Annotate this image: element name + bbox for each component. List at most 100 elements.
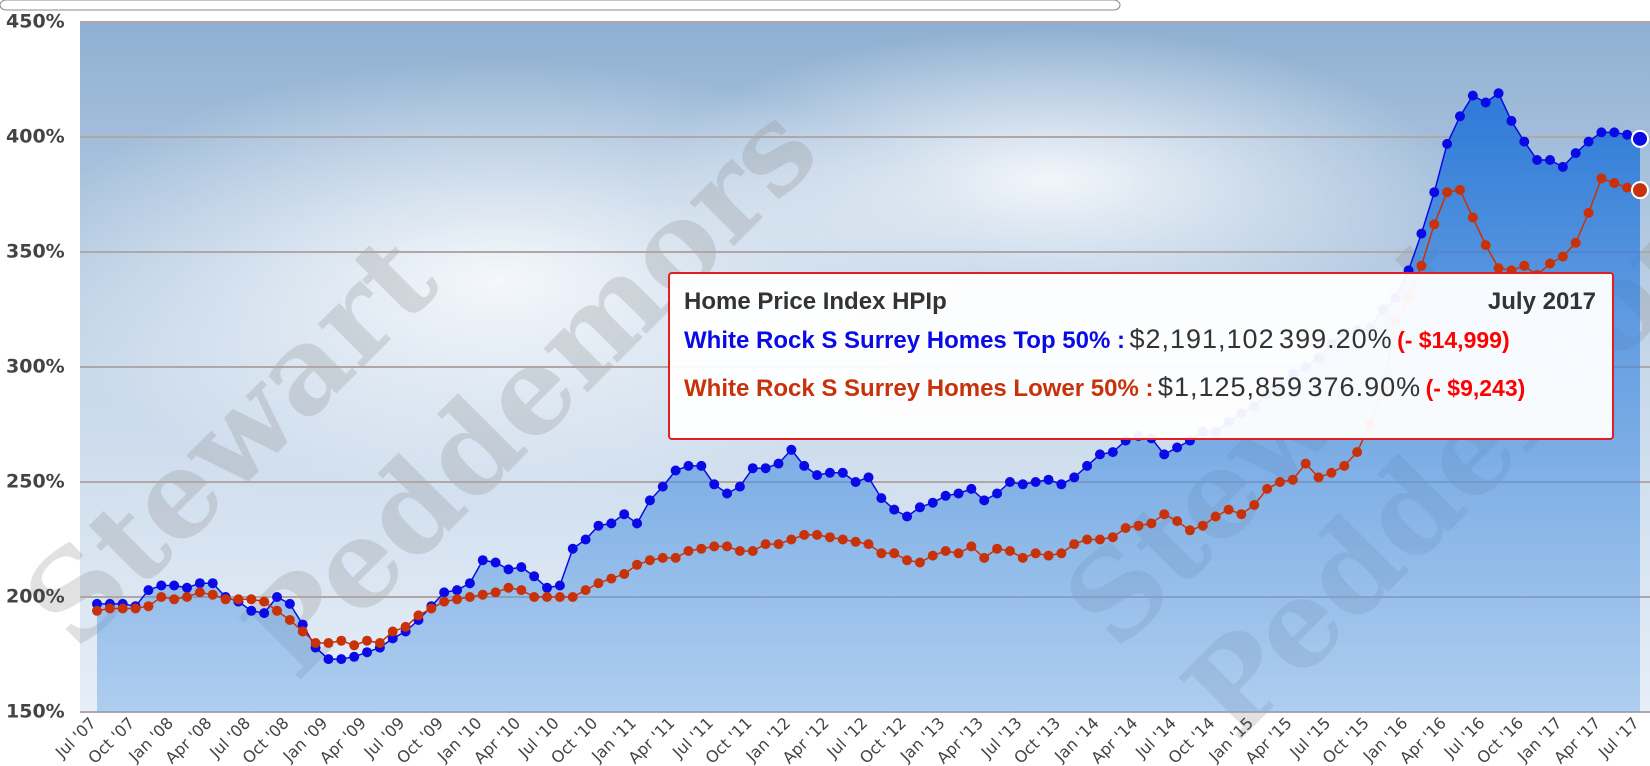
point [1481, 240, 1491, 250]
point [1609, 127, 1619, 137]
point [928, 498, 938, 508]
point [632, 560, 642, 570]
point [1339, 461, 1349, 471]
point [1262, 484, 1272, 494]
point [1069, 472, 1079, 482]
point [992, 544, 1002, 554]
point [555, 592, 565, 602]
point [516, 562, 526, 572]
point [748, 463, 758, 473]
point [131, 604, 141, 614]
point [683, 461, 693, 471]
point [259, 597, 269, 607]
y-tick-label: 350% [6, 241, 65, 263]
point [761, 463, 771, 473]
point [1584, 137, 1594, 147]
point [568, 544, 578, 554]
point [1044, 475, 1054, 485]
point [1005, 477, 1015, 487]
point [1632, 131, 1648, 147]
point [619, 509, 629, 519]
point [632, 518, 642, 528]
point [1082, 461, 1092, 471]
point [748, 546, 758, 556]
y-tick-label: 250% [6, 471, 65, 493]
series-label: White Rock S Surrey Homes Top 50% : [684, 327, 1125, 354]
point [221, 594, 231, 604]
point [786, 445, 796, 455]
tooltip-date: July 2017 [1488, 288, 1596, 316]
point [246, 606, 256, 616]
point [941, 491, 951, 501]
point [285, 599, 295, 609]
point [709, 541, 719, 551]
point [992, 489, 1002, 499]
point [1146, 518, 1156, 528]
point [966, 484, 976, 494]
point [761, 539, 771, 549]
point [182, 583, 192, 593]
point [362, 647, 372, 657]
point [1558, 162, 1568, 172]
point [979, 553, 989, 563]
point [812, 530, 822, 540]
point [401, 622, 411, 632]
y-tick-label: 300% [6, 356, 65, 378]
point [311, 638, 321, 648]
point [195, 587, 205, 597]
point [825, 532, 835, 542]
series-label: White Rock S Surrey Homes Lower 50% : [684, 375, 1153, 402]
point [773, 459, 783, 469]
point [1159, 449, 1169, 459]
point [1429, 187, 1439, 197]
point [246, 594, 256, 604]
point [118, 604, 128, 614]
point [1108, 532, 1118, 542]
point [671, 466, 681, 476]
point [941, 546, 951, 556]
point [773, 539, 783, 549]
point [1056, 548, 1066, 558]
point [1506, 116, 1516, 126]
point [375, 638, 385, 648]
point [735, 482, 745, 492]
change: (- $9,243) [1426, 375, 1526, 401]
point [298, 627, 308, 637]
point [876, 548, 886, 558]
point [581, 585, 591, 595]
point [735, 546, 745, 556]
point [1314, 472, 1324, 482]
point [1429, 219, 1439, 229]
point [1018, 479, 1028, 489]
point [568, 592, 578, 602]
point [1416, 229, 1426, 239]
point [838, 535, 848, 545]
point [825, 468, 835, 478]
point [1172, 443, 1182, 453]
point [812, 470, 822, 480]
point [491, 558, 501, 568]
point [323, 654, 333, 664]
point [593, 578, 603, 588]
point [1632, 182, 1648, 198]
point [503, 564, 513, 574]
point [966, 541, 976, 551]
point [542, 592, 552, 602]
point [593, 521, 603, 531]
point [838, 468, 848, 478]
point [851, 477, 861, 487]
point [208, 578, 218, 588]
point [1249, 500, 1259, 510]
point [478, 555, 488, 565]
point [1134, 521, 1144, 531]
point [954, 489, 964, 499]
tooltip: Home Price Index HPIp July 2017 White Ro… [668, 272, 1614, 440]
point [1301, 459, 1311, 469]
point [709, 479, 719, 489]
point [1108, 447, 1118, 457]
point [92, 606, 102, 616]
point [1018, 553, 1028, 563]
point [1159, 509, 1169, 519]
point [349, 640, 359, 650]
point [1352, 447, 1362, 457]
